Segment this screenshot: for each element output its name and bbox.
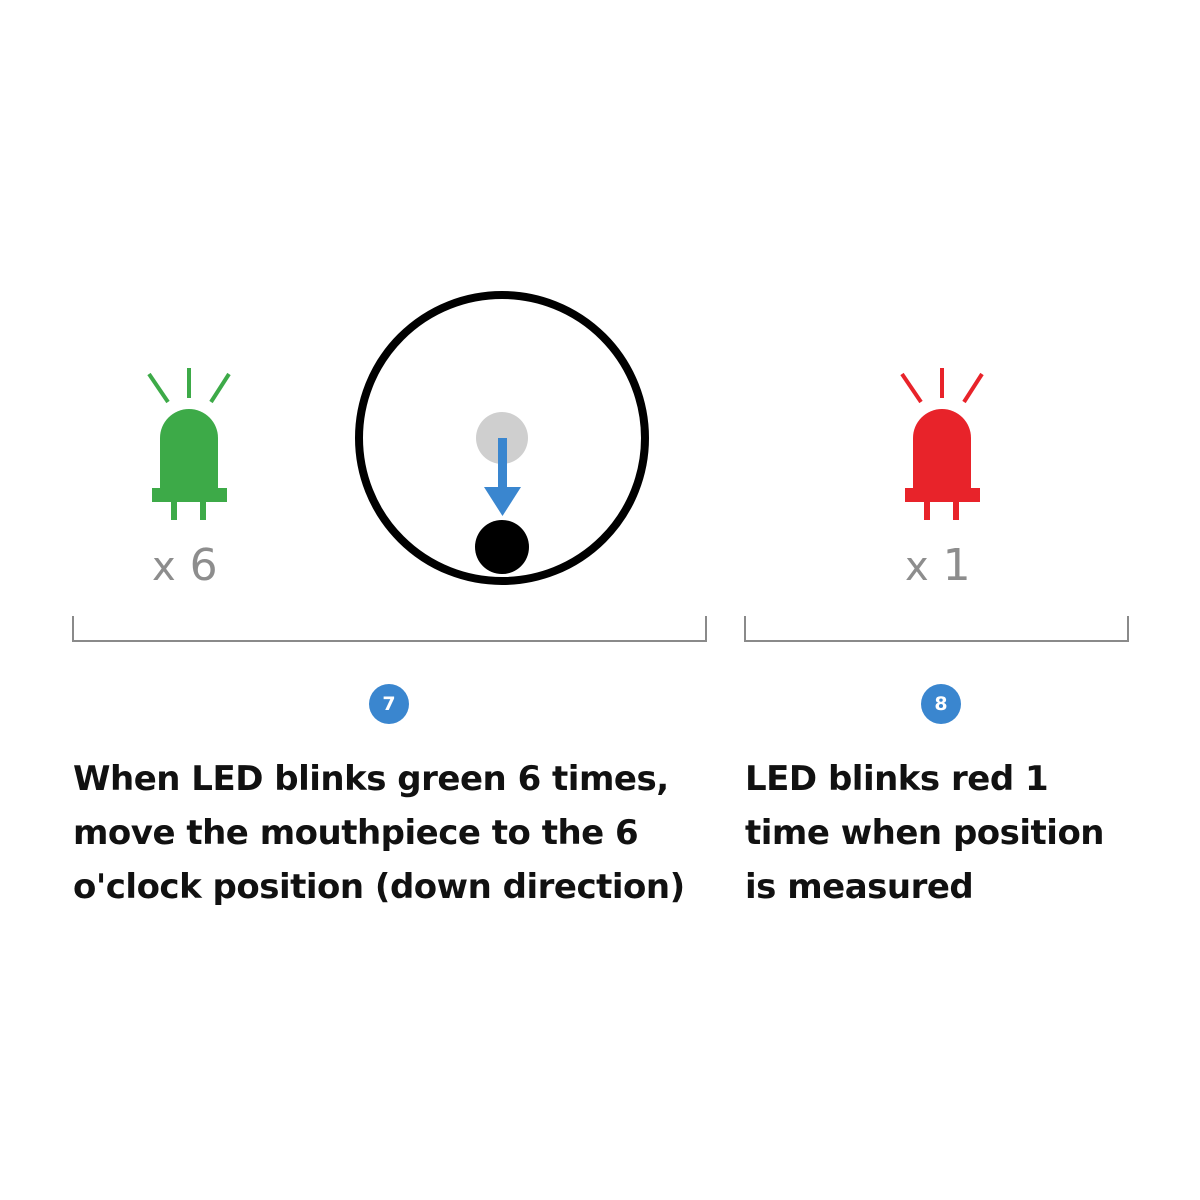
caption-line: When LED blinks green 6 times,: [73, 759, 669, 799]
down-arrow-head: [484, 487, 521, 516]
step7-bracket: [72, 616, 707, 642]
caption-line: o'clock position (down direction): [73, 867, 685, 907]
step-7-caption: When LED blinks green 6 times, move the …: [73, 752, 685, 914]
led-leg-right: [200, 500, 206, 520]
led-ray-right: [209, 372, 231, 404]
count-x-label: x: [905, 544, 929, 590]
step-7-badge: 7: [369, 684, 409, 724]
led-ray-left: [900, 372, 923, 404]
led-base: [905, 488, 980, 502]
led-base: [152, 488, 227, 502]
count-number: 1: [942, 540, 971, 591]
count-x-label: x: [152, 544, 176, 590]
led-leg-left: [924, 500, 930, 520]
red-led-icon: [900, 368, 984, 520]
led-leg-right: [953, 500, 959, 520]
mouthpiece-position-dial: [355, 291, 649, 585]
led-leg-left: [171, 500, 177, 520]
green-led-icon: [147, 368, 231, 520]
led-ray-left: [147, 372, 170, 404]
caption-line: move the mouthpiece to the 6: [73, 813, 639, 853]
step-8-badge: 8: [921, 684, 961, 724]
step8-bracket: [744, 616, 1129, 642]
step-8-caption: LED blinks red 1 time when position is m…: [745, 752, 1105, 914]
caption-line: LED blinks red 1: [745, 759, 1049, 799]
caption-line: is measured: [745, 867, 974, 907]
count-number: 6: [189, 540, 218, 591]
down-arrow-shaft: [498, 438, 507, 490]
caption-line: time when position: [745, 813, 1105, 853]
led-bulb: [160, 409, 218, 490]
end-position-dot: [475, 520, 529, 574]
dial-ring: [355, 291, 649, 585]
led-ray-right: [962, 372, 984, 404]
led-bulb: [913, 409, 971, 490]
